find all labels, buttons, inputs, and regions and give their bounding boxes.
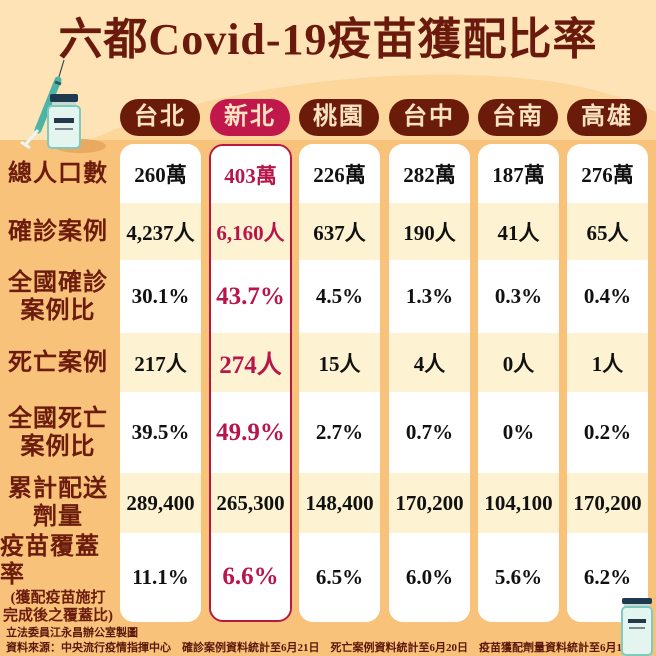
- table-cell: 217人: [120, 333, 201, 392]
- table-cell: 4.5%: [299, 260, 380, 333]
- table-cell: 1.3%: [389, 260, 470, 333]
- vaccine-syringe-vial-icon: [20, 59, 106, 153]
- row-labels: 總人口數 確診案例 全國確診 案例比 死亡案例 全國死亡 案例比 累計配送 劑量…: [0, 144, 116, 624]
- table-cell: 289,400: [120, 473, 201, 533]
- row-label-population: 總人口數: [8, 160, 108, 187]
- row-label-cumulative-doses: 累計配送 劑量: [8, 476, 108, 530]
- table-cell: 170,200: [389, 473, 470, 533]
- table-cell: 0.4%: [567, 260, 648, 333]
- table-cell: 403萬: [211, 146, 290, 203]
- table-cell: 1人: [567, 333, 648, 392]
- vaccine-vial-icon: [621, 598, 653, 656]
- column-new-taipei-highlighted: 403萬 6,160人 43.7% 274人 49.9% 265,300 6.6…: [209, 144, 292, 622]
- column-tainan: 187萬 41人 0.3% 0人 0% 104,100 5.6%: [478, 144, 559, 622]
- table-cell: 2.7%: [299, 392, 380, 473]
- table-cell: 226萬: [299, 144, 380, 203]
- city-header-taichung: 台中: [389, 99, 469, 136]
- table-cell: 41人: [478, 203, 559, 260]
- table-cell: 0.2%: [567, 392, 648, 473]
- row-label-national-confirmed-ratio: 全國確診 案例比: [8, 269, 108, 324]
- table-cell: 11.1%: [120, 533, 201, 622]
- table-cell: 15人: [299, 333, 380, 392]
- row-label-confirmed-cases: 確診案例: [8, 218, 108, 245]
- table-cell: 6.0%: [389, 533, 470, 622]
- table-cell: 148,400: [299, 473, 380, 533]
- table-cell: 265,300: [211, 473, 290, 533]
- table-cell: 4人: [389, 333, 470, 392]
- page-title: 六都Covid-19疫苗獲配比率: [58, 15, 598, 64]
- table-cell: 49.9%: [211, 392, 290, 473]
- table-cell: 187萬: [478, 144, 559, 203]
- city-header-new-taipei: 新北: [210, 99, 290, 136]
- city-header-taipei: 台北: [120, 99, 200, 136]
- table-cell: 43.7%: [211, 260, 290, 333]
- column-taichung: 282萬 190人 1.3% 4人 0.7% 170,200 6.0%: [389, 144, 470, 622]
- table-cell: 6.5%: [299, 533, 380, 622]
- city-header-kaohsiung: 高雄: [567, 99, 647, 136]
- table-cell: 260萬: [120, 144, 201, 203]
- column-taoyuan: 226萬 637人 4.5% 15人 2.7% 148,400 6.5%: [299, 144, 380, 622]
- table-cell: 0.7%: [389, 392, 470, 473]
- column-taipei: 260萬 4,237人 30.1% 217人 39.5% 289,400 11.…: [120, 144, 201, 622]
- table-cell: 0.3%: [478, 260, 559, 333]
- footer-credits: 立法委員江永昌辦公室製圖 資料來源：中央流行疫情指揮中心 確診案例資料統計至6月…: [6, 626, 639, 656]
- table-cell: 4,237人: [120, 203, 201, 260]
- table-cell: 104,100: [478, 473, 559, 533]
- table-cell: 0人: [478, 333, 559, 392]
- table-cell: 637人: [299, 203, 380, 260]
- table-cell: 6,160人: [211, 203, 290, 260]
- row-label-deaths: 死亡案例: [8, 349, 108, 376]
- table-cell: 65人: [567, 203, 648, 260]
- table-cell: 30.1%: [120, 260, 201, 333]
- row-label-vaccine-coverage: 疫苗覆蓋率 (獲配疫苗施打 完成後之覆蓋比): [0, 533, 113, 624]
- column-kaohsiung: 276萬 65人 0.4% 1人 0.2% 170,200 6.2%: [567, 144, 648, 622]
- table-cell: 170,200: [567, 473, 648, 533]
- table-cell: 190人: [389, 203, 470, 260]
- row-label-national-death-ratio: 全國死亡 案例比: [8, 405, 108, 460]
- city-header-taoyuan: 桃園: [299, 99, 379, 136]
- table-cell: 0%: [478, 392, 559, 473]
- table-cell: 39.5%: [120, 392, 201, 473]
- table-cell: 6.6%: [211, 533, 290, 620]
- table-cell: 282萬: [389, 144, 470, 203]
- table-cell: 276萬: [567, 144, 648, 203]
- table-cell: 274人: [211, 333, 290, 392]
- footer-source-line: 資料來源：中央流行疫情指揮中心 確診案例資料統計至6月21日 死亡案例資料統計至…: [6, 642, 639, 654]
- footer-credit-line: 立法委員江永昌辦公室製圖: [6, 627, 138, 639]
- city-header-tainan: 台南: [478, 99, 558, 136]
- table-cell: 5.6%: [478, 533, 559, 622]
